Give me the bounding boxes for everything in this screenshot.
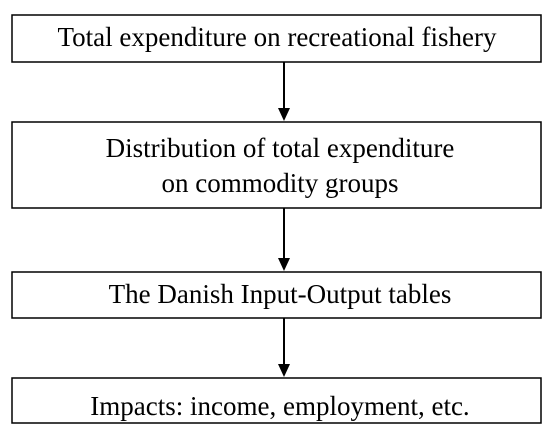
box-label: The Danish Input-Output tables — [109, 279, 452, 309]
box — [11, 14, 542, 63]
arrow-head — [278, 364, 290, 377]
box — [11, 377, 542, 424]
box — [11, 271, 542, 319]
arrow-head — [278, 108, 290, 121]
box-label: Distribution of total expenditure — [106, 133, 455, 163]
box-label: Impacts: income, employment, etc. — [90, 391, 469, 421]
box-label: on commodity groups — [162, 168, 399, 198]
arrow-head — [278, 258, 290, 271]
box-label: Total expenditure on recreational fisher… — [58, 22, 497, 52]
box — [11, 121, 542, 209]
